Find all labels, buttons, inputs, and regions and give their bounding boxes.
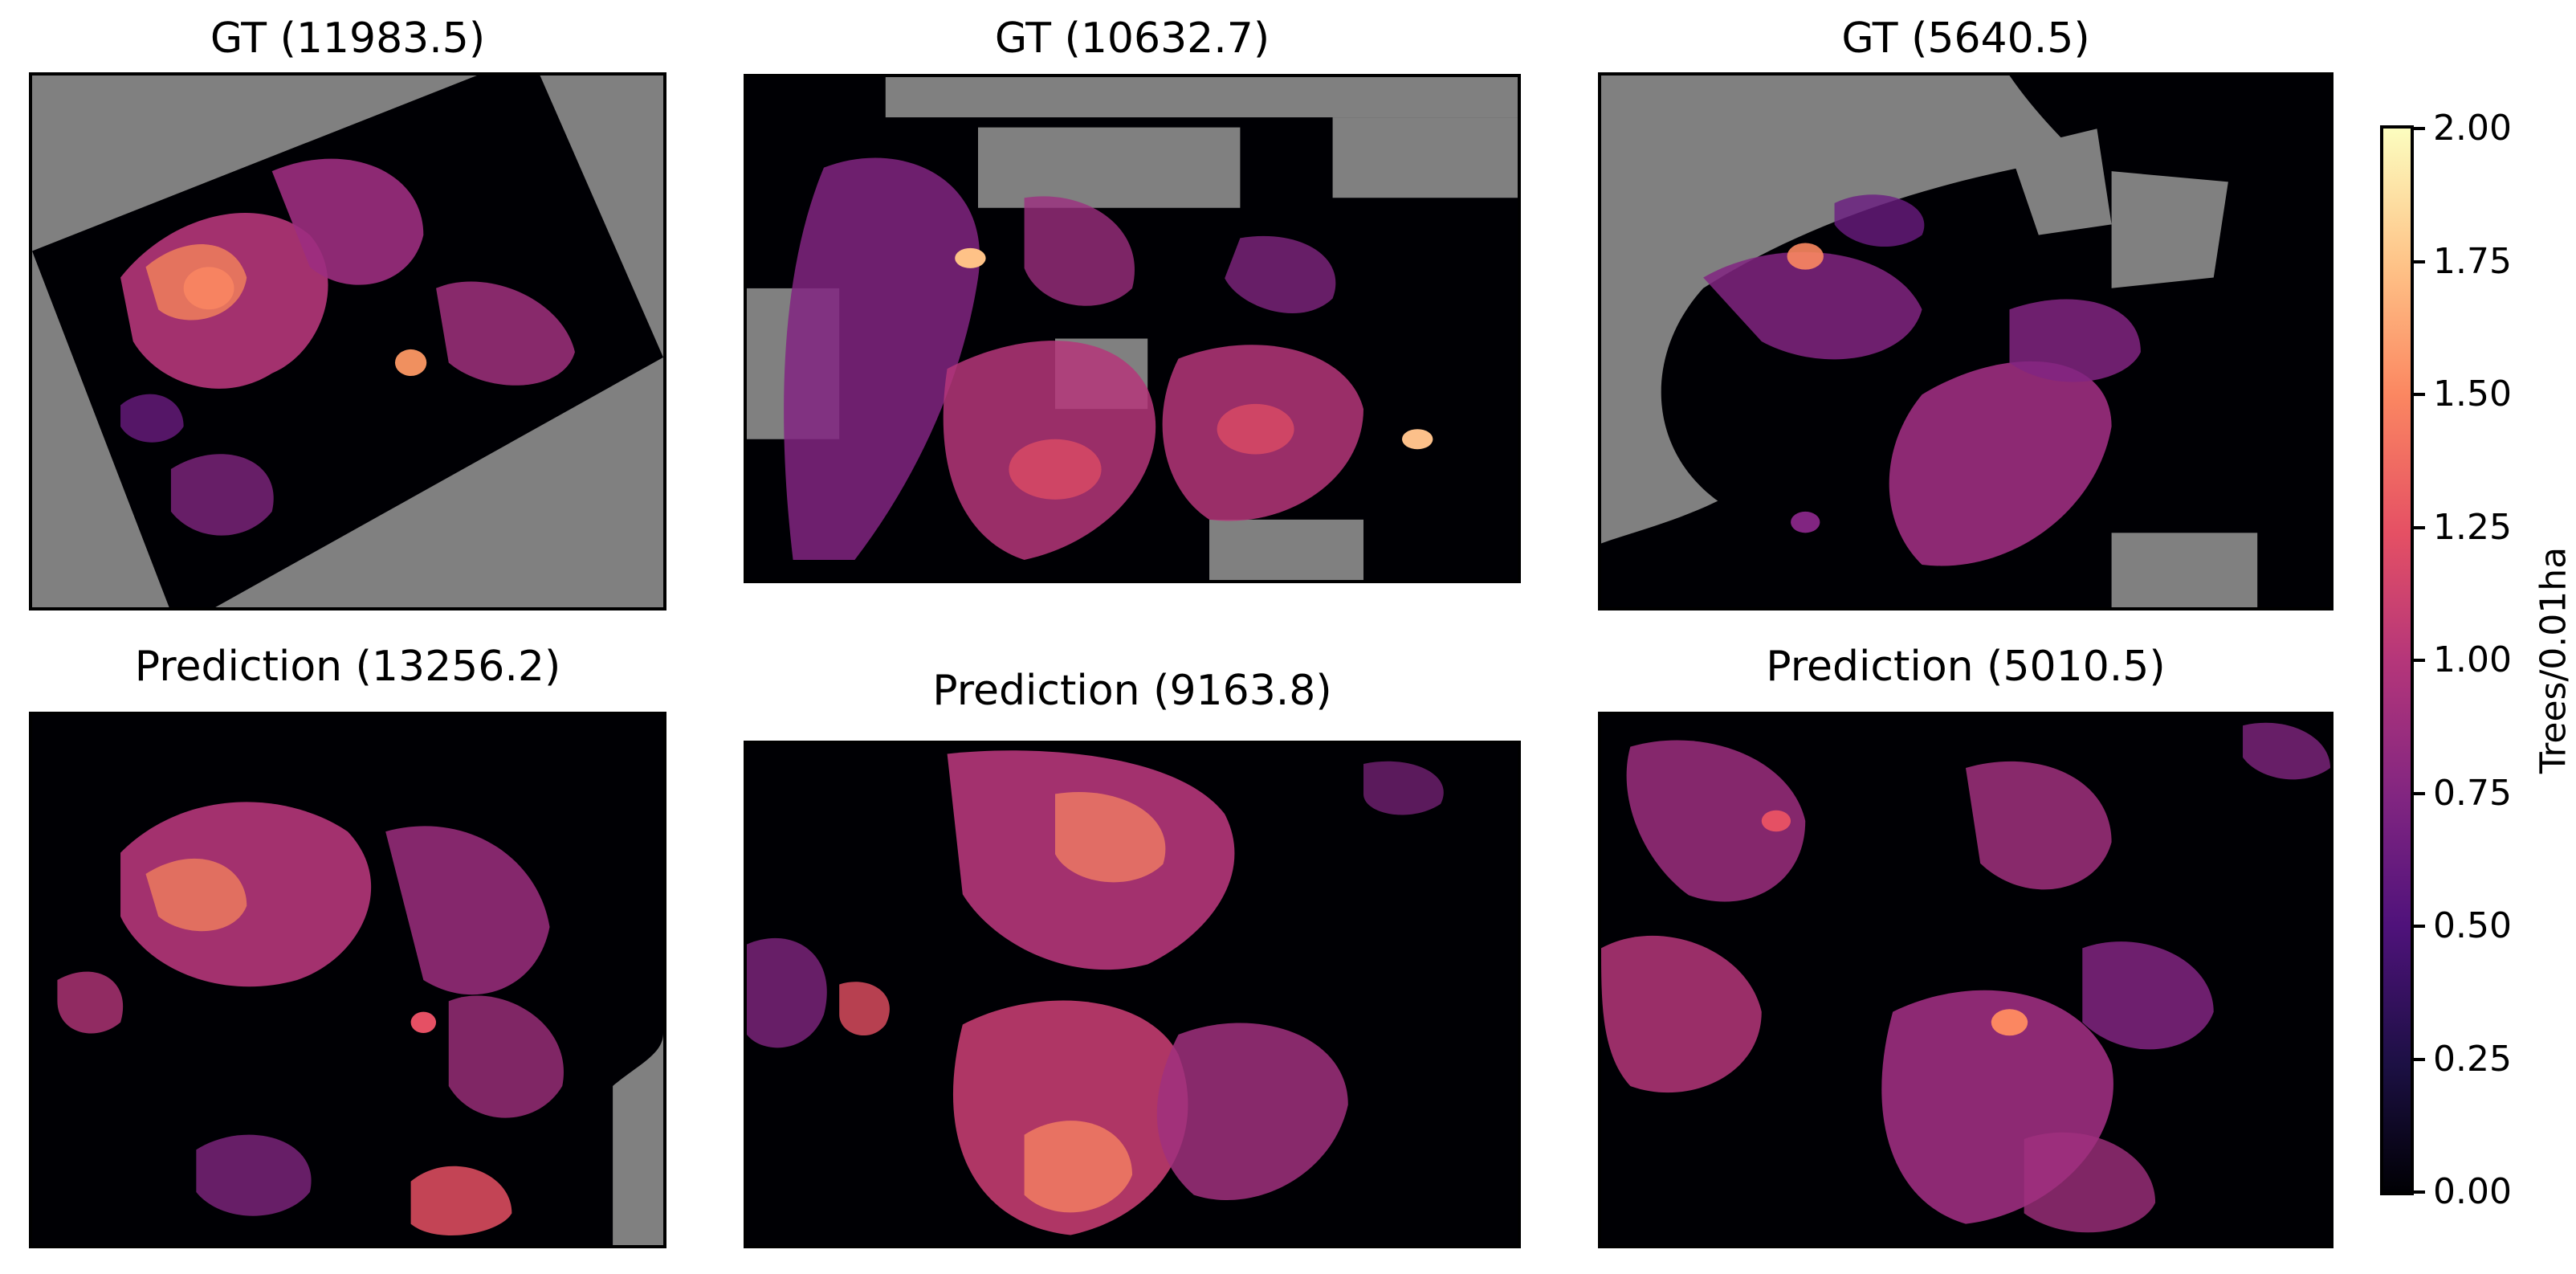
panel-title: Prediction (9163.8) — [932, 667, 1332, 715]
density-map-gt-2 — [744, 74, 1521, 583]
density-map-image — [747, 744, 1518, 1245]
colorbar-tick-label: 0.25 — [2433, 1038, 2512, 1080]
colorbar-tick-mark — [2414, 791, 2425, 795]
colorbar-tick-label: 1.00 — [2433, 639, 2512, 680]
colorbar-tick-mark — [2414, 259, 2425, 263]
gt-panel-2: GT (10632.7) — [744, 14, 1521, 583]
prediction-panel-3: Prediction (5010.5) — [1598, 643, 2333, 1248]
gt-panel-1: GT (11983.5) — [29, 14, 666, 610]
colorbar-tick-label: 0.75 — [2433, 772, 2512, 814]
colorbar-tick-mark — [2414, 525, 2425, 529]
colorbar-tick-label: 1.25 — [2433, 506, 2512, 548]
colorbar-tick-label: 0.00 — [2433, 1171, 2512, 1212]
colorbar-tick-label: 2.00 — [2433, 108, 2512, 149]
density-map-prediction-3 — [1598, 712, 2333, 1248]
colorbar-tick-label: 1.50 — [2433, 374, 2512, 414]
colorbar-gradient — [2383, 129, 2411, 1192]
colorbar-tick-mark — [2414, 127, 2425, 130]
gt-panel-3: GT (5640.5) — [1598, 14, 2333, 610]
panel-title: GT (5640.5) — [1841, 14, 2090, 63]
colorbar-tick-mark — [2414, 1190, 2425, 1194]
density-map-gt-3 — [1598, 72, 2333, 610]
density-map-image — [32, 76, 663, 607]
colorbar-tick-mark — [2414, 1057, 2425, 1061]
panel-title: GT (10632.7) — [994, 14, 1270, 63]
prediction-panel-1: Prediction (13256.2) — [29, 643, 666, 1248]
colorbar-tick-label: 1.75 — [2433, 240, 2512, 282]
density-map-prediction-2 — [744, 741, 1521, 1248]
density-map-image — [747, 77, 1518, 580]
colorbar-tick-mark — [2414, 659, 2425, 662]
panel-title: Prediction (5010.5) — [1766, 643, 2166, 691]
colorbar-tick-label: 0.50 — [2433, 905, 2512, 946]
density-map-gt-1 — [29, 72, 666, 610]
prediction-panel-2: Prediction (9163.8) — [744, 667, 1521, 1248]
panel-title: GT (11983.5) — [210, 14, 486, 63]
density-map-image — [1601, 76, 2330, 607]
density-map-image — [32, 715, 663, 1245]
colorbar-tick-mark — [2414, 925, 2425, 928]
panel-title: Prediction (13256.2) — [134, 643, 561, 691]
colorbar-tick-mark — [2414, 393, 2425, 396]
density-map-image — [1601, 715, 2330, 1245]
colorbar — [2380, 125, 2414, 1195]
density-map-prediction-1 — [29, 712, 666, 1248]
colorbar-label: Trees/0.01ha — [2533, 546, 2574, 774]
